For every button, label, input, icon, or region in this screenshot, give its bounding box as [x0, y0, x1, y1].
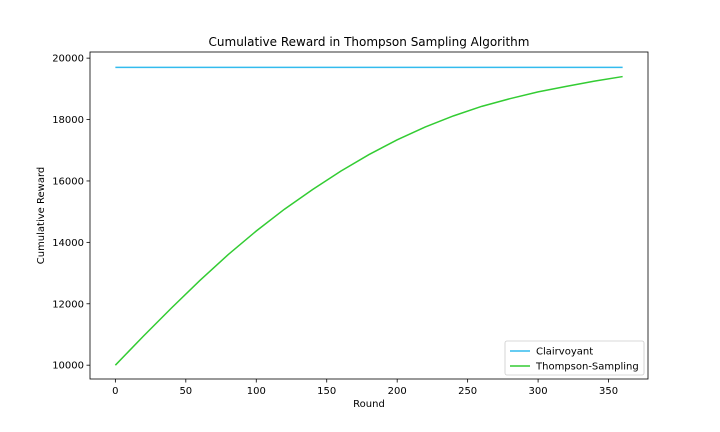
series-line-thompson-sampling: [114, 75, 623, 366]
x-tick-label: 300: [529, 386, 548, 397]
y-tick-label: 20000: [52, 54, 84, 65]
legend: Clairvoyant Thompson-Sampling: [504, 340, 645, 376]
series-layer: [114, 66, 623, 366]
y-tick-label: 16000: [52, 176, 84, 187]
x-tick-label: 100: [247, 386, 266, 397]
plot-frame: [89, 51, 649, 380]
x-axis-label: Round: [353, 399, 385, 410]
chart-title: Cumulative Reward in Thompson Sampling A…: [209, 35, 530, 49]
x-tick-label: 0: [112, 386, 118, 397]
legend-box: [504, 340, 645, 376]
plot-area: [89, 51, 649, 380]
y-tick-label: 14000: [52, 238, 84, 249]
legend-label-thompson-sampling: Thompson-Sampling: [535, 362, 639, 373]
x-tick-label: 250: [458, 386, 477, 397]
y-axis: 10000 12000 14000 16000 18000 20000: [52, 54, 90, 372]
y-tick-label: 18000: [52, 115, 84, 126]
y-tick-label: 10000: [52, 361, 84, 372]
x-tick-label: 150: [317, 386, 336, 397]
legend-label-clairvoyant: Clairvoyant: [536, 347, 593, 358]
x-tick-label: 350: [599, 386, 618, 397]
x-tick-label: 200: [388, 386, 407, 397]
y-tick-label: 12000: [52, 299, 84, 310]
x-tick-label: 50: [179, 386, 192, 397]
y-axis-label: Cumulative Reward: [36, 167, 47, 265]
x-axis: 0 50 100 150 200 250 300 350: [112, 379, 618, 397]
